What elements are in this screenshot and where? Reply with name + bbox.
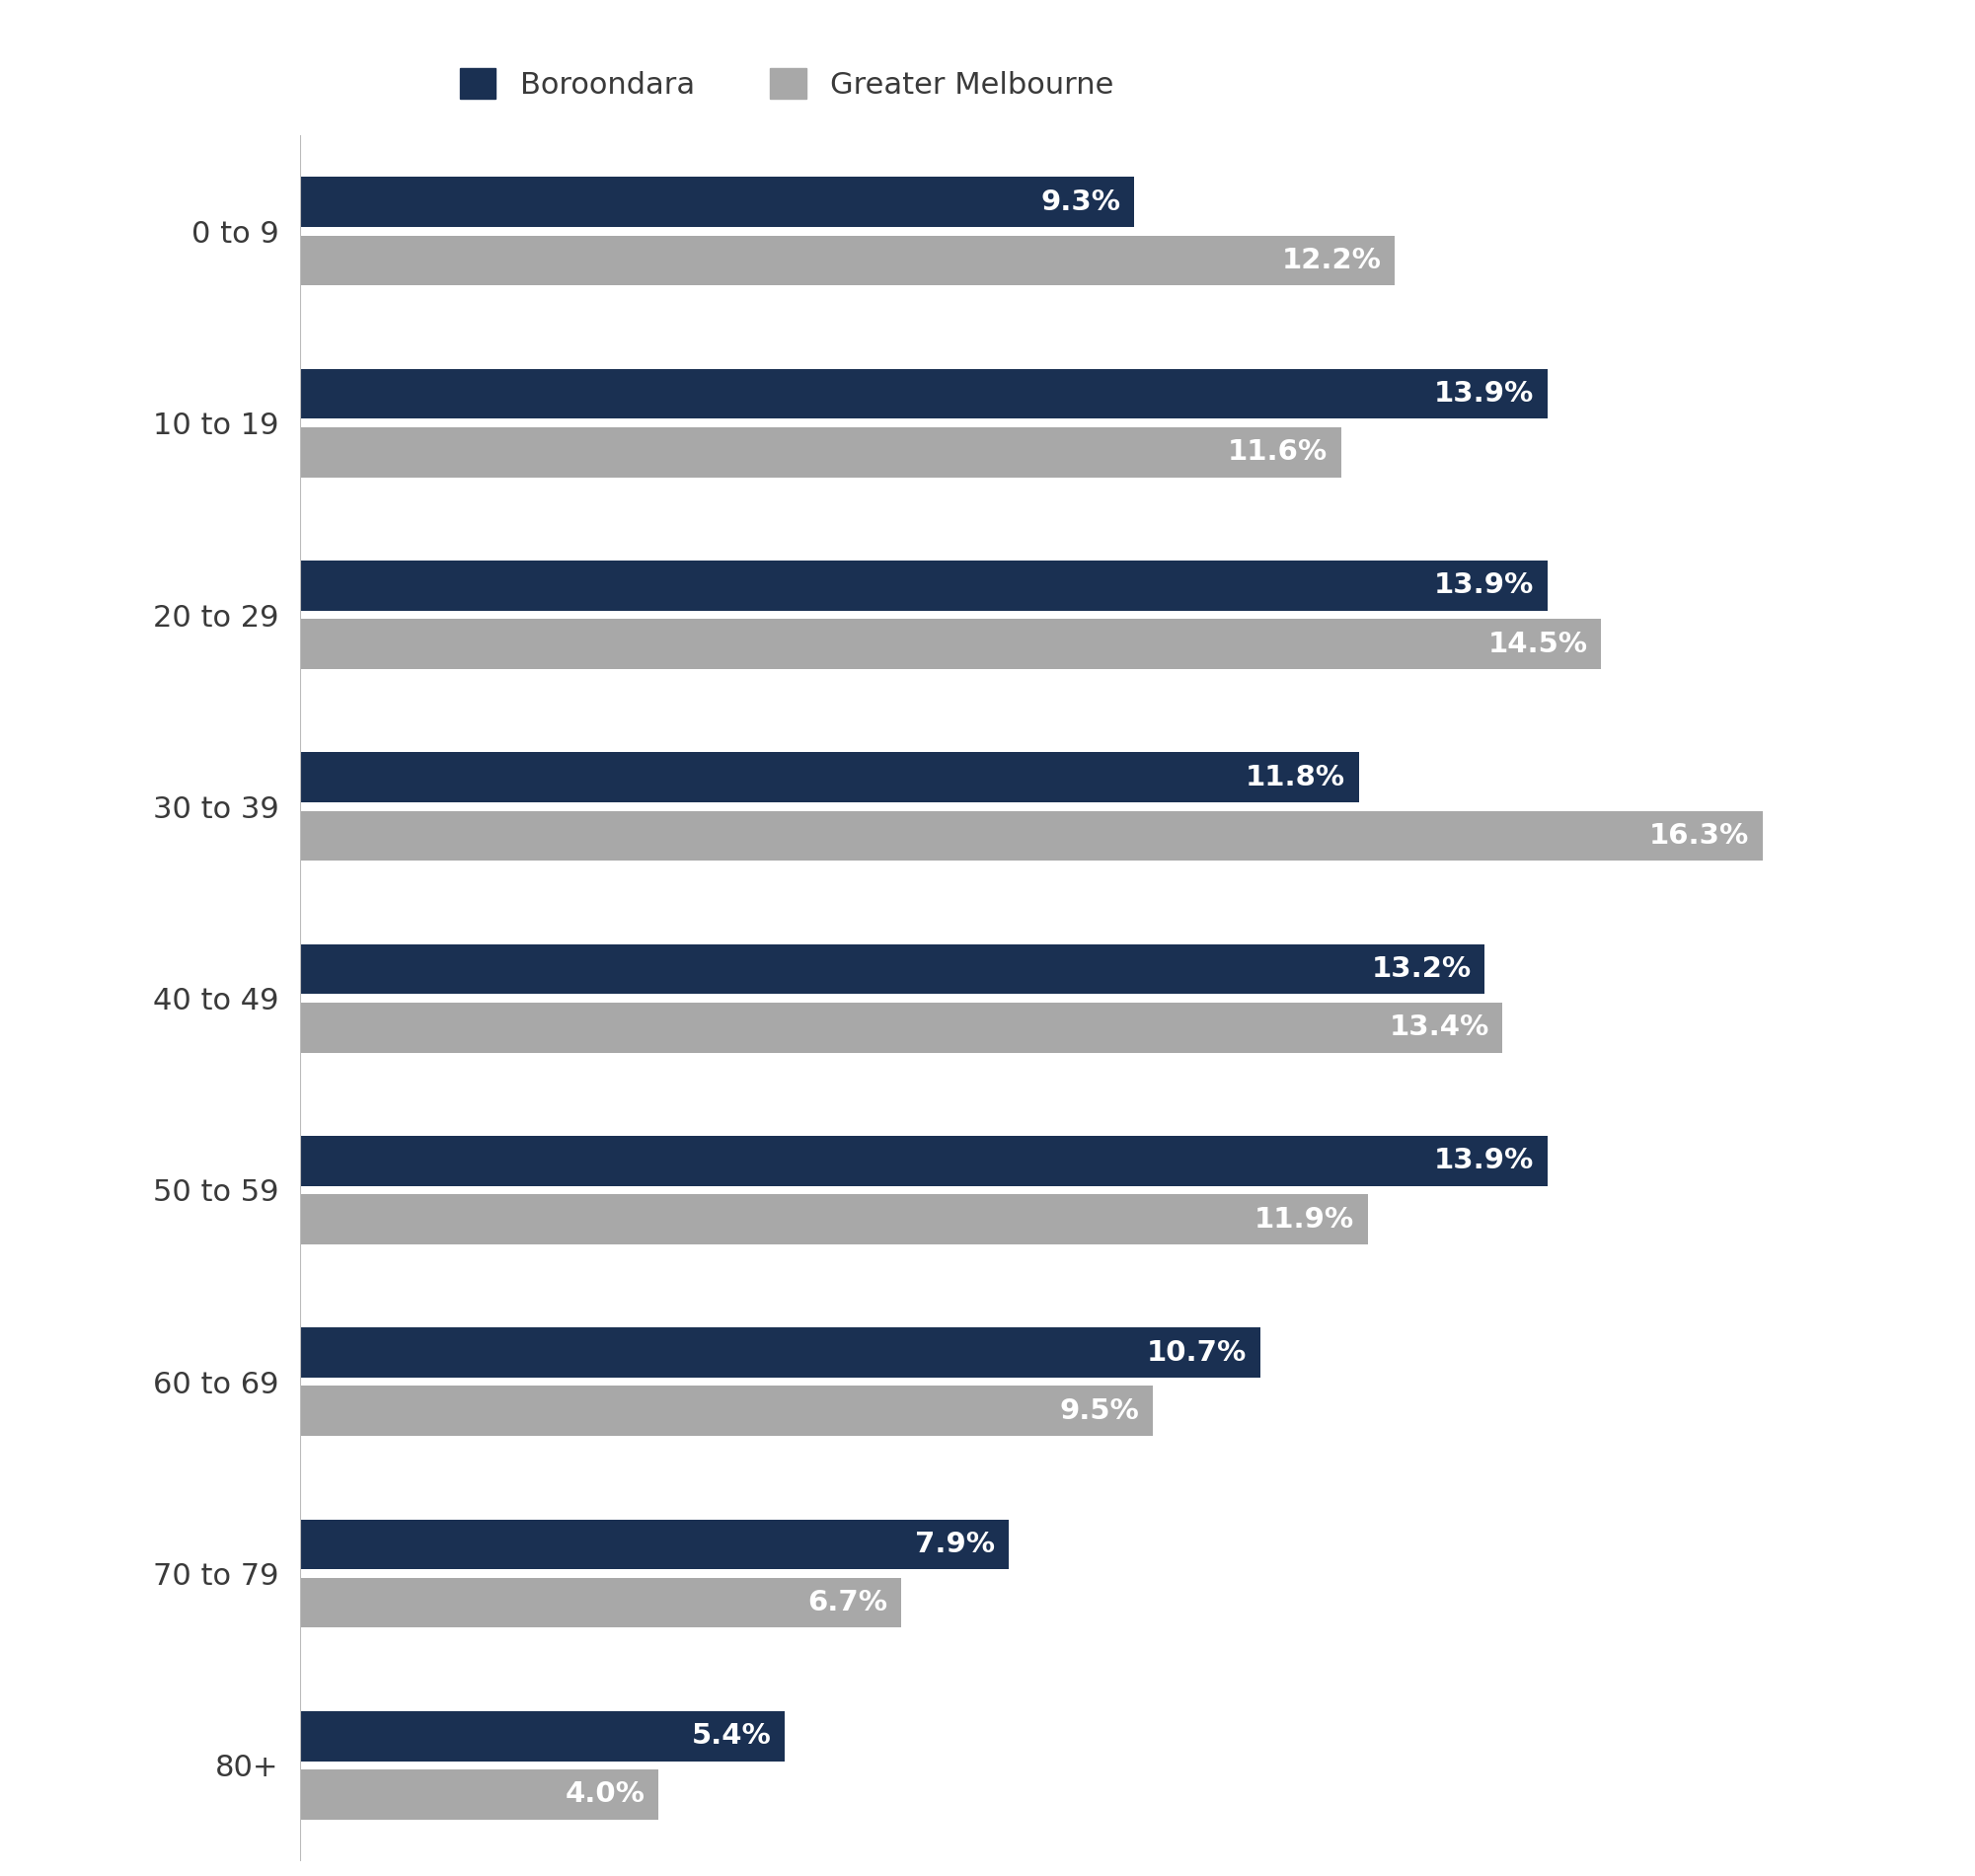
Bar (300, 561, 1546, 612)
Text: 12.2%: 12.2% (1282, 246, 1381, 274)
Text: 5.4%: 5.4% (691, 1722, 770, 1750)
Text: 16.3%: 16.3% (1649, 822, 1750, 850)
Bar (300, 1386, 1151, 1435)
Text: 10.7%: 10.7% (1147, 1339, 1246, 1366)
Bar (300, 428, 1341, 477)
Bar (300, 619, 1602, 670)
Text: 9.5%: 9.5% (1059, 1398, 1140, 1424)
Text: 13.4%: 13.4% (1388, 1013, 1489, 1041)
Text: 11.6%: 11.6% (1228, 439, 1327, 465)
Text: 11.8%: 11.8% (1246, 764, 1345, 792)
Bar (300, 236, 1394, 285)
Text: 13.2%: 13.2% (1371, 955, 1471, 983)
Bar (300, 1002, 1503, 1052)
Bar (300, 1195, 1369, 1244)
Bar (300, 1578, 901, 1628)
Text: 13.9%: 13.9% (1434, 572, 1535, 600)
Bar (300, 1769, 660, 1820)
Text: 6.7%: 6.7% (808, 1589, 887, 1617)
Text: 4.0%: 4.0% (565, 1780, 646, 1808)
Bar (300, 1328, 1260, 1377)
Text: 7.9%: 7.9% (914, 1531, 995, 1559)
Text: 11.9%: 11.9% (1254, 1206, 1355, 1233)
Text: 14.5%: 14.5% (1487, 630, 1588, 658)
Legend: Boroondara, Greater Melbourne: Boroondara, Greater Melbourne (448, 56, 1126, 111)
Text: 13.9%: 13.9% (1434, 381, 1535, 407)
Bar (300, 1520, 1009, 1570)
Text: 13.9%: 13.9% (1434, 1146, 1535, 1174)
Bar (300, 944, 1485, 994)
Bar (300, 752, 1359, 803)
Bar (300, 1711, 784, 1762)
Bar (300, 370, 1546, 418)
Text: 9.3%: 9.3% (1041, 188, 1122, 216)
Bar (300, 1135, 1546, 1186)
Bar (300, 810, 1764, 861)
Bar (300, 176, 1134, 227)
